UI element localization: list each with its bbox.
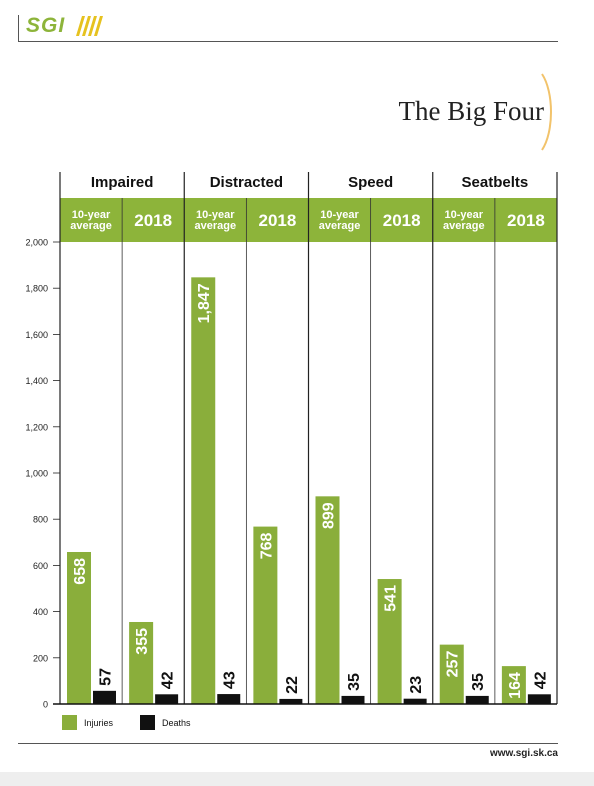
injuries-bar xyxy=(191,277,216,704)
y-tick-label: 400 xyxy=(33,607,48,617)
subheader-label-year: 2018 xyxy=(134,211,172,230)
injuries-value-label: 1,847 xyxy=(196,283,213,323)
injuries-bar xyxy=(315,496,340,704)
title-arc-decoration xyxy=(541,73,552,151)
deaths-bar xyxy=(403,698,427,704)
group-title-seatbelts: Seatbelts xyxy=(462,174,529,191)
deaths-bar xyxy=(155,694,179,704)
logo-stripes-icon xyxy=(76,16,103,36)
deaths-value-label: 42 xyxy=(160,671,177,689)
legend-deaths-swatch xyxy=(140,715,155,730)
injuries-bar xyxy=(439,644,464,704)
legend-injuries-label: Injuries xyxy=(84,718,114,728)
subheader-label-line1: 10-year xyxy=(72,209,111,221)
subheader-label-line1: 10-year xyxy=(320,209,359,221)
deaths-bar xyxy=(217,694,241,704)
subheader-label-line2: average xyxy=(70,220,112,232)
injuries-value-label: 768 xyxy=(258,532,275,559)
deaths-bar xyxy=(341,695,365,704)
subheader-label-year: 2018 xyxy=(507,211,545,230)
deaths-bar xyxy=(465,695,489,704)
deaths-value-label: 35 xyxy=(346,673,363,691)
injuries-bar xyxy=(253,526,278,704)
y-tick-label: 200 xyxy=(33,653,48,663)
deaths-value-label: 35 xyxy=(470,673,487,691)
deaths-value-label: 57 xyxy=(98,668,115,686)
bottom-band xyxy=(0,772,594,786)
y-tick-label: 600 xyxy=(33,561,48,571)
injuries-value-label: 164 xyxy=(507,672,524,699)
header-rule xyxy=(18,41,558,42)
y-tick-label: 2,000 xyxy=(25,238,48,248)
header-divider-tick xyxy=(18,15,19,42)
deaths-value-label: 22 xyxy=(284,676,301,694)
y-tick-label: 1,400 xyxy=(25,376,48,386)
subheader-label-line2: average xyxy=(319,220,361,232)
group-title-distracted: Distracted xyxy=(210,174,283,191)
y-tick-label: 1,600 xyxy=(25,330,48,340)
subheader-label-line1: 10-year xyxy=(445,209,484,221)
sgi-logo: SGI xyxy=(26,14,66,37)
deaths-value-label: 43 xyxy=(222,671,239,689)
footer-rule xyxy=(18,743,558,744)
y-tick-label: 0 xyxy=(43,700,48,710)
y-tick-label: 1,200 xyxy=(25,422,48,432)
page-title: The Big Four xyxy=(398,96,545,126)
legend-deaths-label: Deaths xyxy=(162,718,191,728)
injuries-bar xyxy=(129,621,154,704)
injuries-value-label: 658 xyxy=(72,558,89,585)
injuries-bar xyxy=(501,666,526,704)
subheader-label-line2: average xyxy=(195,220,237,232)
footer-url: www.sgi.sk.ca xyxy=(490,748,558,759)
injuries-bar xyxy=(67,552,91,704)
injuries-value-label: 257 xyxy=(445,651,462,678)
injuries-value-label: 541 xyxy=(383,585,400,612)
deaths-bar xyxy=(93,690,116,704)
subheader-label-line1: 10-year xyxy=(196,209,235,221)
y-tick-label: 1,800 xyxy=(25,284,48,294)
deaths-value-label: 23 xyxy=(408,676,425,694)
deaths-bar xyxy=(279,698,303,704)
subheader-label-year: 2018 xyxy=(383,211,421,230)
subheader-label-line2: average xyxy=(443,220,485,232)
deaths-bar xyxy=(527,694,551,704)
big-four-chart: Impaired Distracted Speed Seatbelts10-yeara… xyxy=(25,172,558,730)
y-tick-label: 1,000 xyxy=(25,469,48,479)
group-title-speed: Speed xyxy=(348,174,393,191)
injuries-bar xyxy=(377,579,402,704)
legend-injuries-swatch xyxy=(62,715,77,730)
injuries-value-label: 355 xyxy=(134,628,151,655)
subheader-label-year: 2018 xyxy=(259,211,297,230)
y-tick-label: 800 xyxy=(33,515,48,525)
injuries-value-label: 899 xyxy=(321,502,338,529)
deaths-value-label: 42 xyxy=(532,671,549,689)
group-title-impaired: Impaired xyxy=(91,174,154,191)
